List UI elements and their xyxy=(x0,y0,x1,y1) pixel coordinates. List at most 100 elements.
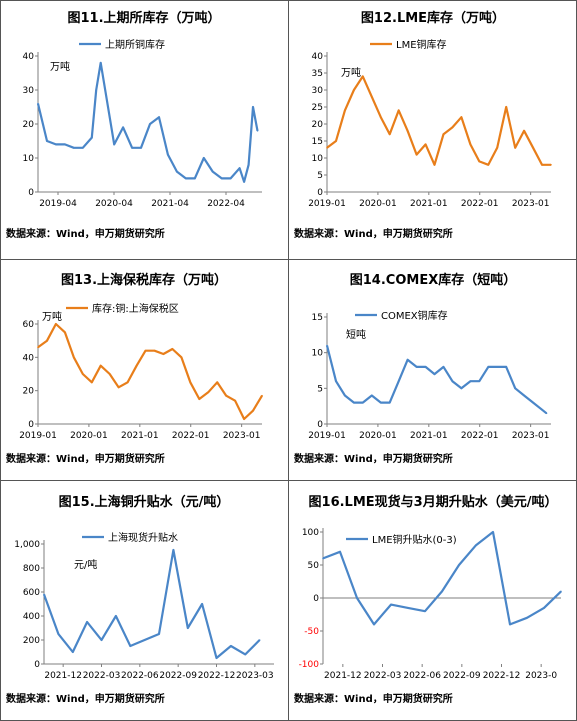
unit-label: 万吨 xyxy=(42,310,62,323)
data-point xyxy=(55,143,57,146)
x-tick-label: 2022-04 xyxy=(207,199,245,209)
x-tick-label: 2022-01 xyxy=(172,431,210,441)
x-tick-label: 2022-01 xyxy=(461,431,499,441)
data-point xyxy=(492,531,494,533)
x-tick-label: 2022-06 xyxy=(121,671,159,681)
x-tick-label: 2021-01 xyxy=(410,431,448,441)
data-point xyxy=(194,177,196,180)
legend-label: LME铜库存 xyxy=(396,38,447,51)
y-tick-label: 0 xyxy=(317,420,323,430)
series-line xyxy=(42,548,261,660)
data-point xyxy=(451,126,454,129)
data-point xyxy=(158,116,160,118)
y-tick-label: 40 xyxy=(23,353,35,363)
x-tick-label: 2022-12 xyxy=(198,671,236,681)
chart-title: 图14.COMEX库存（短吨） xyxy=(350,272,516,288)
data-point xyxy=(131,147,133,149)
y-tick-label: 60 xyxy=(23,320,35,330)
data-point xyxy=(104,89,106,91)
x-tick-label: 2020-04 xyxy=(95,199,133,209)
data-point xyxy=(252,106,254,108)
data-point xyxy=(339,551,341,553)
data-point xyxy=(487,164,490,166)
data-point xyxy=(64,331,66,334)
data-point xyxy=(43,593,45,596)
x-tick-label: 2023-01 xyxy=(512,199,550,209)
data-point xyxy=(201,603,203,605)
y-tick-label: 800 xyxy=(23,564,40,574)
data-point xyxy=(180,356,183,359)
x-tick-label: 2021-04 xyxy=(151,199,189,209)
data-point xyxy=(451,380,454,382)
data-point xyxy=(135,364,138,367)
data-point xyxy=(158,633,160,635)
x-tick-label: 2023-01 xyxy=(223,431,261,441)
data-point xyxy=(115,615,117,617)
data-point xyxy=(117,386,120,389)
data-point xyxy=(326,147,328,149)
data-point xyxy=(406,130,409,132)
y-tick-label: 25 xyxy=(312,103,323,113)
data-point xyxy=(99,364,102,367)
data-point xyxy=(129,645,132,647)
data-point xyxy=(326,344,328,347)
y-tick-label: 5 xyxy=(317,384,323,394)
data-point xyxy=(407,607,409,609)
legend-label: COMEX铜库存 xyxy=(381,309,448,322)
data-point xyxy=(415,153,418,156)
unit-label: 元/吨 xyxy=(74,558,97,571)
data-point xyxy=(122,126,124,129)
data-point xyxy=(229,177,232,180)
x-tick-label: 2023-0 xyxy=(525,671,557,681)
x-tick-label: 2019-04 xyxy=(39,199,77,209)
data-point xyxy=(523,130,525,132)
x-tick-label: 2019-01 xyxy=(19,431,57,441)
x-tick-label: 2021-12 xyxy=(44,671,82,681)
series-line xyxy=(36,61,259,183)
y-tick-label: 10 xyxy=(23,154,35,164)
data-point xyxy=(216,381,218,384)
x-tick-label: 2021-01 xyxy=(410,199,448,209)
data-point xyxy=(230,645,232,647)
data-point xyxy=(37,102,39,105)
data-point xyxy=(523,394,525,397)
y-tick-label: 15 xyxy=(312,313,323,323)
data-point xyxy=(424,610,426,612)
chart-fig14: 图14.COMEX库存（短吨） 0 5 10 15 2019-01 2020-01 2021-… xyxy=(308,272,551,441)
row-divider-1 xyxy=(0,259,577,260)
data-point xyxy=(149,123,151,125)
y-tick-label: 0 xyxy=(28,188,34,198)
data-point xyxy=(215,657,218,659)
data-point xyxy=(144,349,147,352)
data-point xyxy=(172,549,175,551)
y-tick-label: 40 xyxy=(23,52,35,62)
data-point xyxy=(344,394,346,397)
data-point xyxy=(90,136,93,139)
data-point xyxy=(469,143,472,146)
data-point xyxy=(424,143,427,146)
series-line xyxy=(326,75,551,166)
data-point xyxy=(541,164,543,166)
data-point xyxy=(353,401,355,404)
y-tick-label: 20 xyxy=(23,120,35,130)
y-tick-label: -50 xyxy=(304,627,319,637)
data-point xyxy=(379,116,382,118)
data-point xyxy=(441,590,443,593)
data-point xyxy=(356,597,358,599)
x-tick-label: 2023-03 xyxy=(236,671,274,681)
data-point xyxy=(353,89,355,91)
source-note-fig14: 数据来源：Wind，申万期货研究所 xyxy=(294,454,453,465)
y-tick-label: 600 xyxy=(23,588,40,598)
y-tick-label: 20 xyxy=(23,387,35,397)
x-tick-label: 2021-12 xyxy=(324,671,362,681)
data-point xyxy=(390,603,392,606)
data-point xyxy=(73,356,75,359)
data-point xyxy=(344,109,346,112)
data-point xyxy=(509,623,511,626)
chart-fig13: 图13.上海保税库存（万吨） 0 20 40 60 2019-01 2020-01 2021-… xyxy=(19,272,263,441)
series-line xyxy=(37,322,263,421)
data-point xyxy=(252,409,254,412)
data-point xyxy=(433,373,436,375)
data-point xyxy=(526,617,528,619)
data-point xyxy=(108,373,111,375)
